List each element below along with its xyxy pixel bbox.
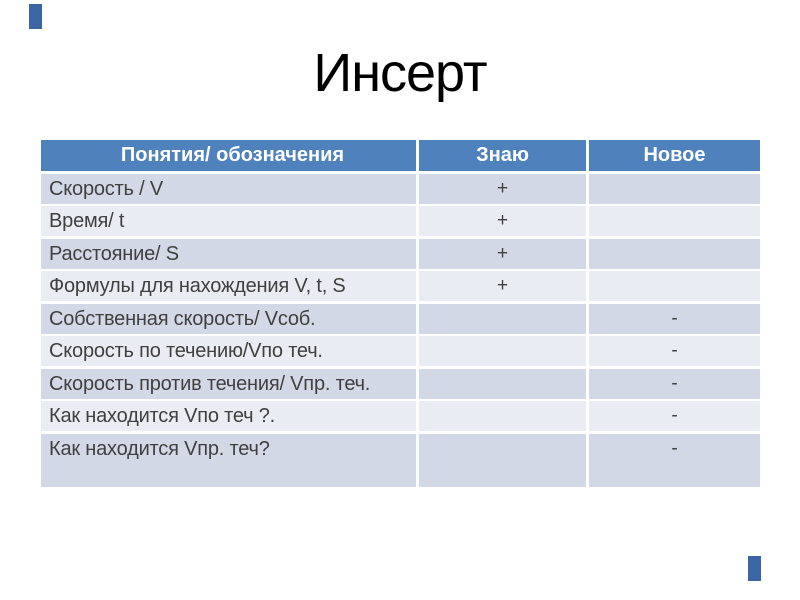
new-cell: - bbox=[589, 368, 760, 399]
concept-cell: Формулы для нахождения V, t, S bbox=[41, 271, 416, 301]
table-header-row: Понятия/ обозначения Знаю Новое bbox=[41, 140, 760, 171]
concept-cell: Время/ t bbox=[41, 206, 416, 236]
know-cell bbox=[419, 303, 586, 334]
know-cell bbox=[419, 336, 586, 366]
table-row: Скорость / V + bbox=[41, 173, 760, 204]
new-cell bbox=[589, 271, 760, 301]
new-cell bbox=[589, 173, 760, 204]
know-cell: + bbox=[419, 173, 586, 204]
accent-bar-bottom-right bbox=[748, 556, 761, 581]
slide-title: Инсерт bbox=[313, 43, 487, 103]
know-cell: + bbox=[419, 271, 586, 301]
insert-table: Понятия/ обозначения Знаю Новое Скорость… bbox=[41, 140, 760, 487]
table-row: Формулы для нахождения V, t, S + bbox=[41, 271, 760, 301]
concept-cell: Скорость по течению/Vпо теч. bbox=[41, 336, 416, 366]
table-row: Как находится Vпр. теч? - bbox=[41, 433, 760, 487]
know-cell bbox=[419, 433, 586, 487]
new-cell: - bbox=[589, 433, 760, 487]
know-cell bbox=[419, 401, 586, 431]
column-header-concepts: Понятия/ обозначения bbox=[41, 140, 416, 171]
table-row: Скорость против течения/ Vпр. теч. - bbox=[41, 368, 760, 399]
table-row: Как находится Vпо теч ?. - bbox=[41, 401, 760, 431]
new-cell: - bbox=[589, 336, 760, 366]
concept-cell: Как находится Vпр. теч? bbox=[41, 433, 416, 487]
accent-bar-top-left bbox=[29, 4, 42, 29]
table-row: Собственная скорость/ Vсоб. - bbox=[41, 303, 760, 334]
new-cell: - bbox=[589, 303, 760, 334]
table-row: Время/ t + bbox=[41, 206, 760, 236]
know-cell bbox=[419, 368, 586, 399]
concept-cell: Собственная скорость/ Vсоб. bbox=[41, 303, 416, 334]
column-header-new: Новое bbox=[589, 140, 760, 171]
column-header-know: Знаю bbox=[419, 140, 586, 171]
new-cell bbox=[589, 238, 760, 269]
new-cell: - bbox=[589, 401, 760, 431]
know-cell: + bbox=[419, 206, 586, 236]
concept-cell: Как находится Vпо теч ?. bbox=[41, 401, 416, 431]
table-row: Расстояние/ S + bbox=[41, 238, 760, 269]
concept-cell: Расстояние/ S bbox=[41, 238, 416, 269]
concept-cell: Скорость / V bbox=[41, 173, 416, 204]
new-cell bbox=[589, 206, 760, 236]
concept-cell: Скорость против течения/ Vпр. теч. bbox=[41, 368, 416, 399]
table-row: Скорость по течению/Vпо теч. - bbox=[41, 336, 760, 366]
know-cell: + bbox=[419, 238, 586, 269]
